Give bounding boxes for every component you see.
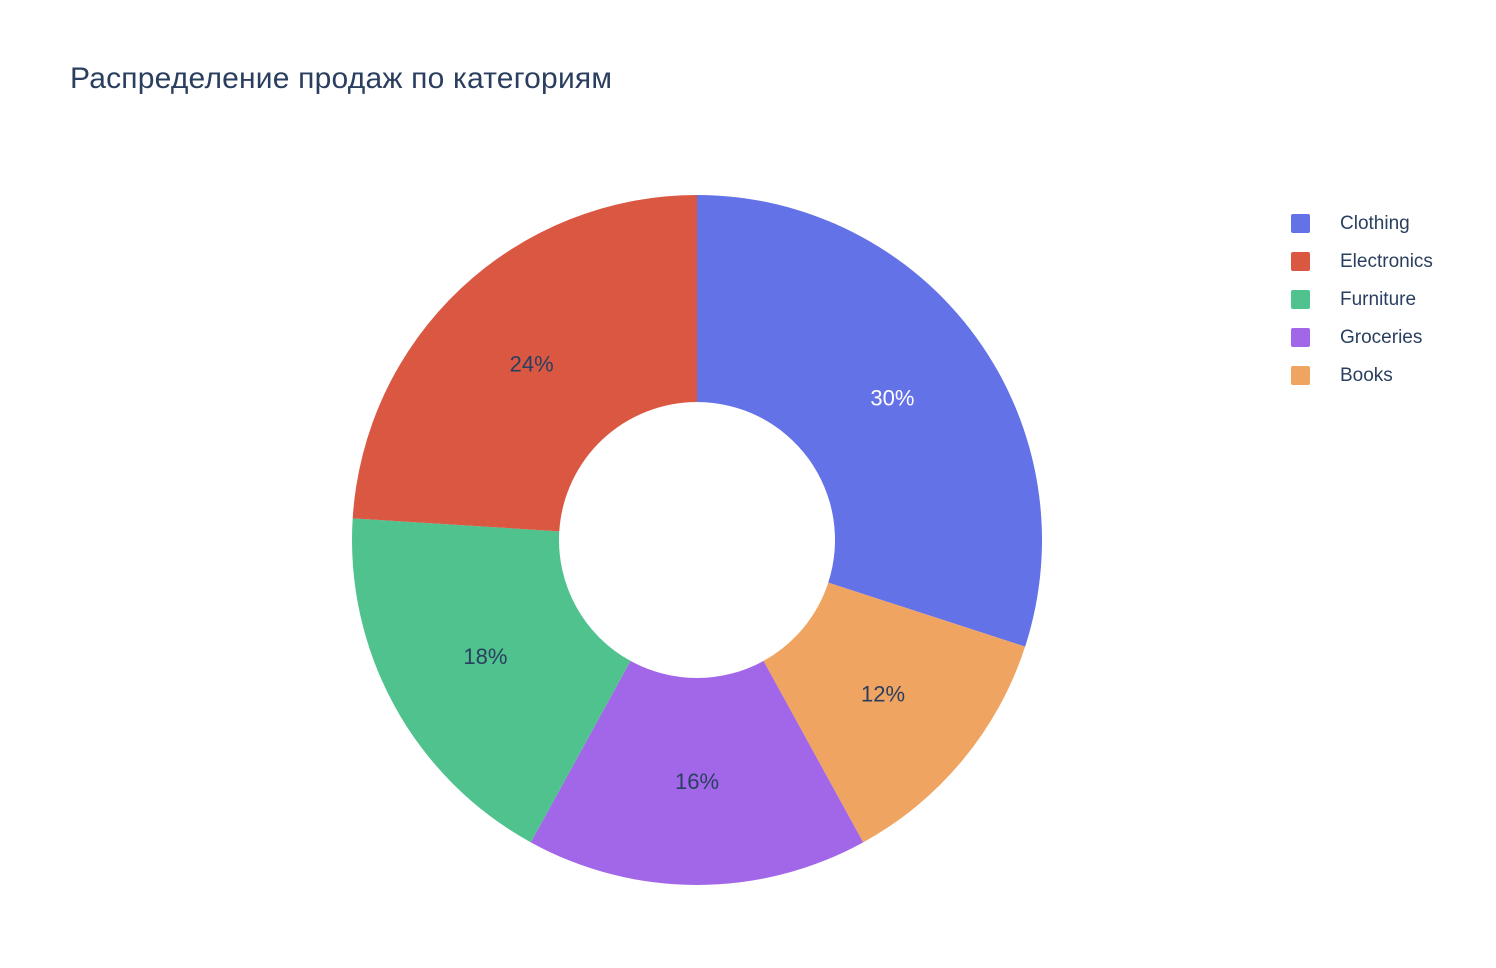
legend-item-books[interactable]: Books bbox=[1291, 364, 1433, 387]
pie-slice-label-clothing: 30% bbox=[870, 386, 914, 411]
legend-item-furniture[interactable]: Furniture bbox=[1291, 288, 1433, 311]
pie-slice-label-books: 12% bbox=[861, 681, 905, 706]
legend-swatch-furniture bbox=[1291, 290, 1310, 309]
legend-item-electronics[interactable]: Electronics bbox=[1291, 250, 1433, 273]
legend-label: Groceries bbox=[1340, 326, 1423, 348]
pie-slice-label-electronics: 24% bbox=[510, 351, 554, 376]
legend-item-clothing[interactable]: Clothing bbox=[1291, 212, 1433, 235]
legend-swatch-groceries bbox=[1291, 328, 1310, 347]
legend-swatch-books bbox=[1291, 366, 1310, 385]
legend-label: Clothing bbox=[1340, 212, 1410, 234]
pie-slice-label-furniture: 18% bbox=[463, 644, 507, 669]
legend-swatch-clothing bbox=[1291, 214, 1310, 233]
pie-slice-furniture[interactable] bbox=[352, 518, 631, 843]
legend-label: Books bbox=[1340, 364, 1393, 386]
pie-slice-label-groceries: 16% bbox=[675, 769, 719, 794]
legend-label: Furniture bbox=[1340, 288, 1417, 310]
pie-slice-books[interactable] bbox=[763, 582, 1026, 843]
legend-item-groceries[interactable]: Groceries bbox=[1291, 326, 1433, 349]
chart-title: Распределение продаж по категориям bbox=[70, 62, 613, 95]
legend-label: Electronics bbox=[1340, 250, 1433, 272]
pie-slice-electronics[interactable] bbox=[352, 195, 697, 532]
legend-swatch-electronics bbox=[1291, 252, 1310, 271]
pie-slice-clothing[interactable] bbox=[697, 195, 1042, 647]
legend: Clothing Electronics Furniture Groceries Boo… bbox=[1291, 212, 1433, 387]
pie-slice-groceries[interactable] bbox=[530, 660, 864, 886]
